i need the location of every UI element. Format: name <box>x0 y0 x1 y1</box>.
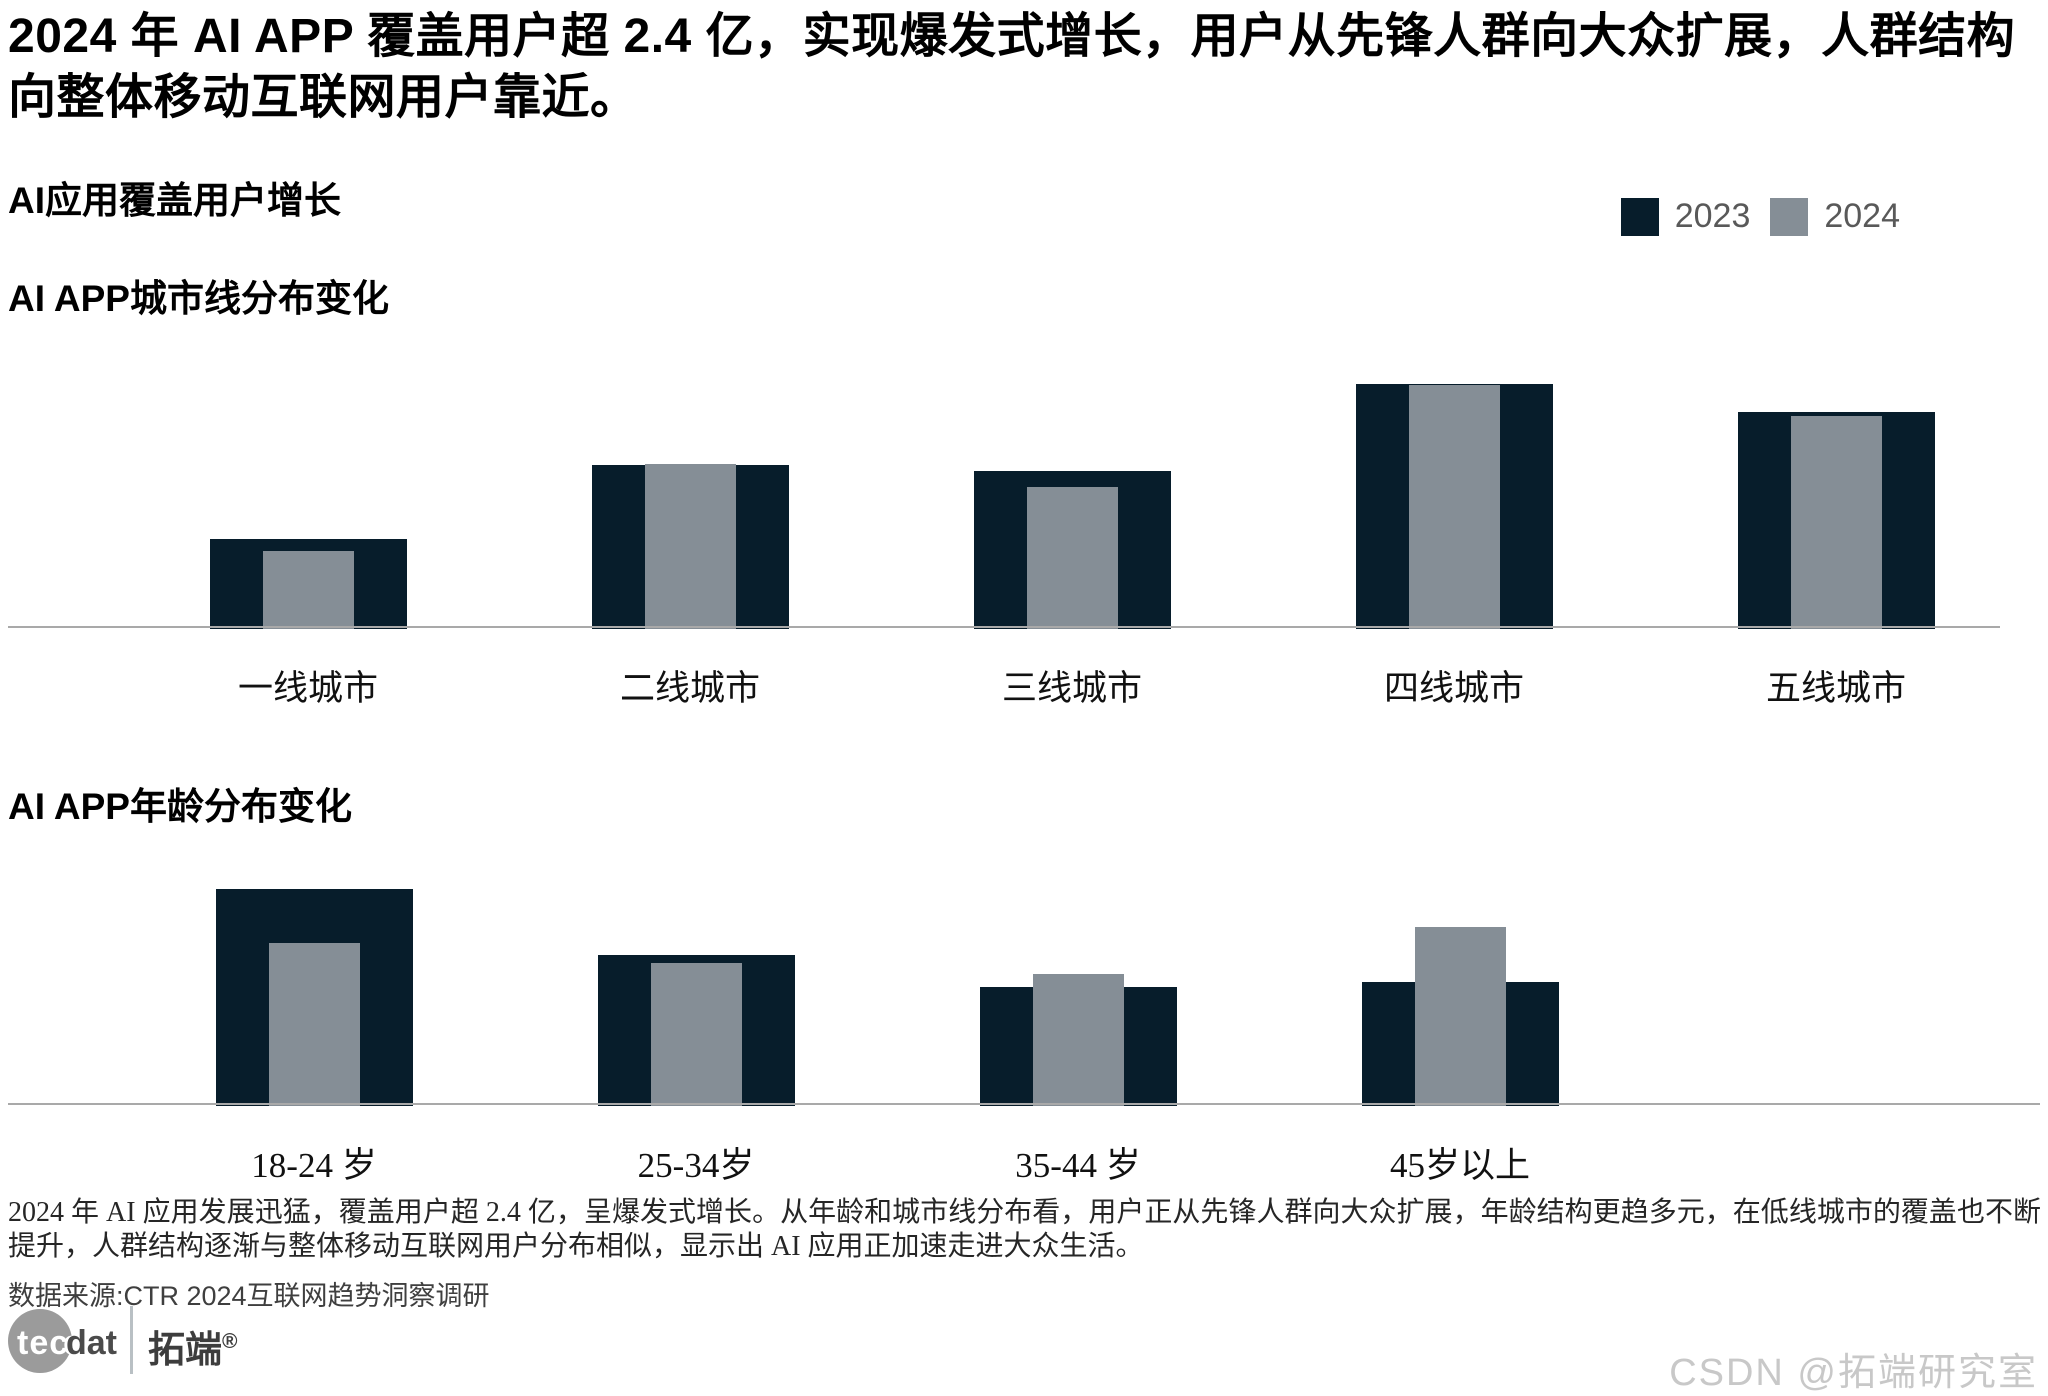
x-tick-label: 一线城市 <box>237 669 378 708</box>
section-title-city-tier: AI APP城市线分布变化 <box>8 278 389 319</box>
age-chart-x-axis-line <box>8 1103 2040 1105</box>
bar-2024-cat2 <box>1026 487 1118 629</box>
logo-circle <box>8 1309 72 1373</box>
logo-brand-text: 拓端 <box>148 1329 222 1370</box>
city-chart-x-axis-line <box>8 626 2000 628</box>
bar-2024-cat2 <box>1032 974 1124 1106</box>
legend-swatch-2023 <box>1620 197 1659 236</box>
bar-2024-cat0 <box>268 943 360 1106</box>
tecdat-logo: tec dat 拓端® <box>8 1306 428 1382</box>
growth-subtitle: AI应用覆盖用户增长 <box>8 180 341 221</box>
bar-2024-cat1 <box>644 464 736 629</box>
logo-text-tec: tec <box>17 1324 70 1362</box>
x-tick-label: 五线城市 <box>1765 669 1906 708</box>
section-title-age: AI APP年龄分布变化 <box>8 786 352 827</box>
bar-2024-cat0 <box>262 551 354 629</box>
bar-2024-cat3 <box>1414 927 1506 1106</box>
logo-brand-cn: 拓端® <box>148 1319 237 1373</box>
logo-divider <box>130 1306 133 1374</box>
bar-2024-cat1 <box>650 963 742 1106</box>
legend-label-2023: 2023 <box>1674 197 1751 235</box>
x-tick-label: 三线城市 <box>1001 669 1142 708</box>
x-tick-label: 四线城市 <box>1383 669 1524 708</box>
summary-paragraph: 2024 年 AI 应用发展迅猛，覆盖用户超 2.4 亿，呈爆发式增长。从年龄和… <box>8 1197 2041 1262</box>
x-tick-label: 二线城市 <box>619 669 760 708</box>
page-title: 2024 年 AI APP 覆盖用户超 2.4 亿，实现爆发式增长，用户从先锋人… <box>8 10 2016 125</box>
data-source-note: 数据来源:CTR 2024互联网趋势洞察调研 <box>8 1281 490 1311</box>
logo-text-dat: dat <box>66 1324 117 1362</box>
x-tick-label: 25-34岁 <box>637 1146 755 1185</box>
bar-2024-cat3 <box>1408 385 1500 629</box>
legend-item-2024: 2024 <box>1770 197 1900 236</box>
bar-2024-cat4 <box>1790 416 1882 629</box>
legend-label-2024: 2024 <box>1824 197 1900 235</box>
chart-legend: 2023 2024 <box>1620 197 1900 236</box>
legend-swatch-2024 <box>1770 197 1809 236</box>
legend-item-2023: 2023 <box>1620 197 1751 236</box>
csdn-watermark: CSDN @拓端研究室 <box>1669 1352 2038 1394</box>
x-tick-label: 18-24 岁 <box>251 1146 377 1185</box>
x-tick-label: 35-44 岁 <box>1015 1146 1141 1185</box>
logo-registered-mark: ® <box>222 1330 238 1353</box>
x-tick-label: 45岁以上 <box>1389 1146 1530 1185</box>
